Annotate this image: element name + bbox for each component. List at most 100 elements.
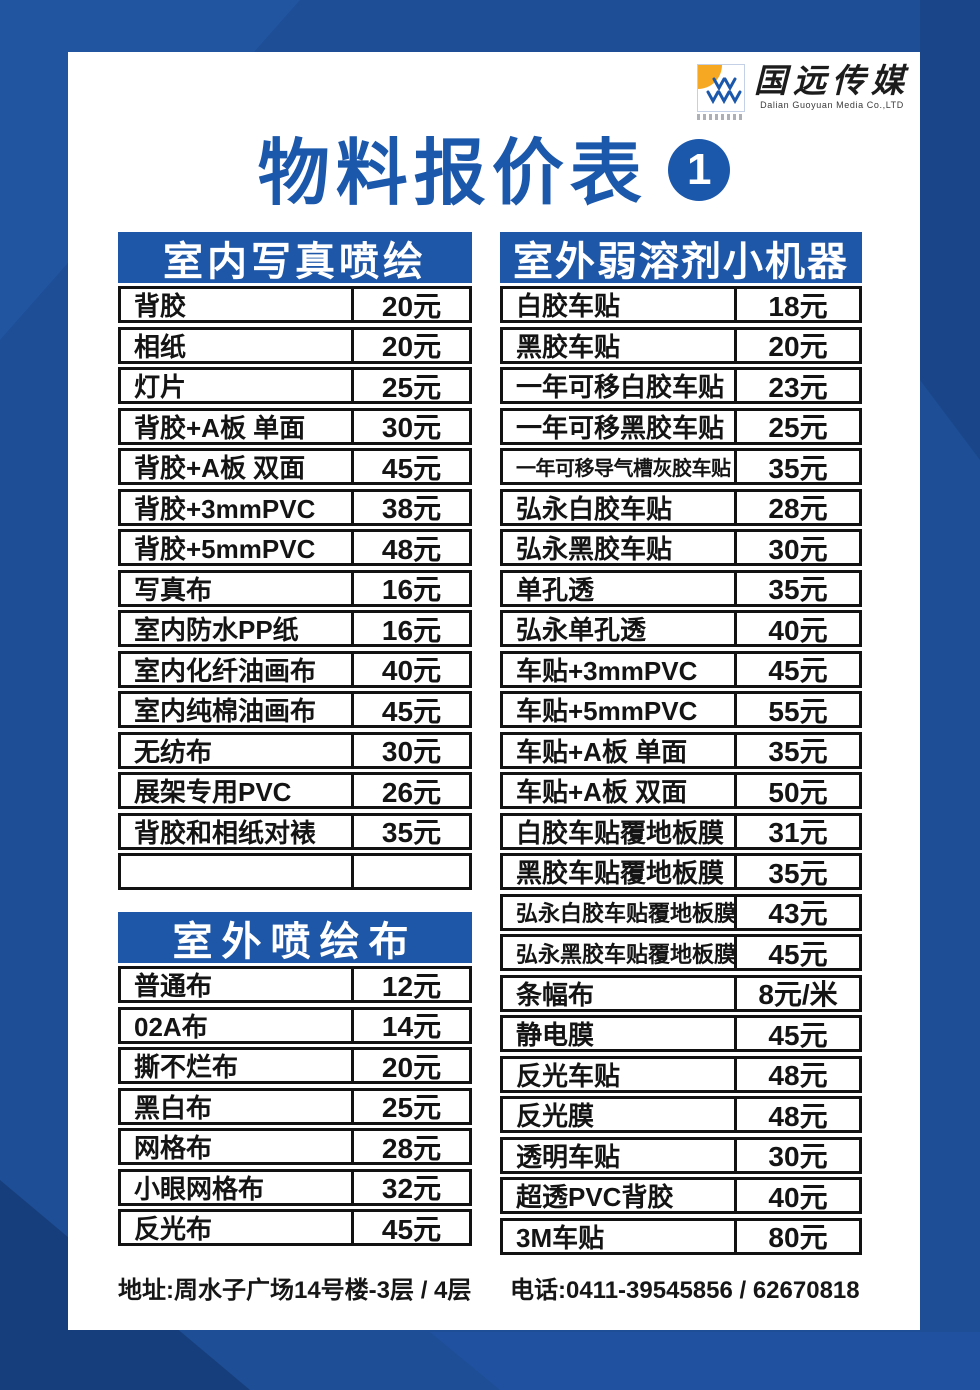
address-text: 地址:周水子广场14号楼-3层 / 4层 bbox=[118, 1277, 472, 1304]
vvv-logo-icon bbox=[697, 64, 745, 112]
item-cell: 车贴+5mmPVC bbox=[503, 694, 737, 725]
table-row: 一年可移白胶车贴 23元 bbox=[500, 367, 862, 404]
table-row: 背胶+A板 单面 30元 bbox=[118, 407, 472, 445]
item-cell: 灯片 bbox=[121, 370, 354, 401]
table-row: 一年可移导气槽灰胶车贴 35元 bbox=[500, 448, 862, 485]
price-cell: 45元 bbox=[768, 655, 828, 686]
price-cell: 38元 bbox=[381, 493, 442, 524]
table-row: 黑胶车贴 20元 bbox=[500, 326, 862, 364]
table-row: 黑白布 25元 bbox=[118, 1087, 472, 1125]
item-cell: 撕不烂布 bbox=[121, 1050, 354, 1081]
indoor-table-header: 室内写真喷绘 bbox=[118, 232, 472, 284]
item-cell: 白胶车贴 bbox=[503, 289, 737, 320]
item-cell: 黑胶车贴覆地板膜 bbox=[503, 856, 737, 887]
price-cell: 30元 bbox=[381, 412, 442, 443]
table-row: 普通布 12元 bbox=[118, 966, 472, 1003]
price-cell: 30元 bbox=[768, 533, 828, 565]
price-cell: 20元 bbox=[381, 290, 442, 322]
item-cell: 无纺布 bbox=[121, 734, 354, 766]
table-row: 背胶+5mmPVC 48元 bbox=[118, 529, 472, 566]
item-cell: 弘永白胶车贴覆地板膜 bbox=[503, 896, 737, 928]
price-cell: 20元 bbox=[768, 331, 828, 362]
table-row: 黑胶车贴覆地板膜 35元 bbox=[500, 853, 862, 890]
table-row: 02A布 14元 bbox=[118, 1006, 472, 1044]
table-row: 反光膜 48元 bbox=[500, 1096, 862, 1133]
table-row: 展架专用PVC 26元 bbox=[118, 772, 472, 809]
price-cell: 25元 bbox=[381, 1092, 442, 1123]
price-cell: 35元 bbox=[768, 452, 828, 484]
item-cell: 网格布 bbox=[121, 1131, 354, 1162]
price-cell: 35元 bbox=[381, 817, 442, 848]
item-cell: 普通布 bbox=[121, 969, 354, 1000]
item-cell: 背胶+3mmPVC bbox=[121, 491, 354, 523]
logo-mark-block bbox=[697, 64, 745, 120]
price-cell: 16元 bbox=[381, 574, 442, 605]
item-cell: 背胶+5mmPVC bbox=[121, 532, 354, 563]
item-cell: 背胶和相纸对裱 bbox=[121, 815, 354, 847]
item-cell: 白胶车贴覆地板膜 bbox=[503, 815, 737, 847]
price-cell: 30元 bbox=[381, 736, 442, 767]
item-cell: 室内防水PP纸 bbox=[121, 613, 354, 644]
price-cell: 35元 bbox=[768, 857, 828, 889]
table-row: 车贴+A板 双面 50元 bbox=[500, 772, 862, 809]
table-row: 一年可移黑胶车贴 25元 bbox=[500, 407, 862, 445]
item-cell: 一年可移黑胶车贴 bbox=[503, 410, 737, 442]
indoor-print-table: 室内写真喷绘 背胶 20元 相纸 20元 灯片 25元 背胶+A板 单面 30元 背胶+A板 双… bbox=[118, 232, 472, 894]
table-row: 超透PVC背胶 40元 bbox=[500, 1177, 862, 1214]
price-cell: 43元 bbox=[768, 898, 828, 929]
table-row: 白胶车贴 18元 bbox=[500, 286, 862, 323]
item-cell: 展架专用PVC bbox=[121, 775, 354, 806]
price-cell: 48元 bbox=[381, 533, 442, 565]
table-row: 3M车贴 80元 bbox=[500, 1217, 862, 1255]
outdoor-cloth-table-body: 普通布 12元 02A布 14元 撕不烂布 20元 黑白布 25元 网格布 28元 小眼网格布 32元… bbox=[118, 966, 472, 1246]
brand-name-en: Dalian Guoyuan Media Co.,LTD bbox=[760, 100, 904, 110]
price-cell: 25元 bbox=[768, 412, 828, 443]
item-cell: 小眼网格布 bbox=[121, 1171, 354, 1203]
table-row: 背胶和相纸对裱 35元 bbox=[118, 812, 472, 850]
price-cell bbox=[354, 856, 469, 887]
solvent-machine-table: 室外弱溶剂小机器 白胶车贴 18元 黑胶车贴 20元 一年可移白胶车贴 23元 一年可移黑胶… bbox=[500, 232, 862, 1258]
table-row: 反光布 45元 bbox=[118, 1209, 472, 1246]
price-cell: 40元 bbox=[768, 614, 828, 646]
item-cell: 黑白布 bbox=[121, 1090, 354, 1122]
table-row: 无纺布 30元 bbox=[118, 731, 472, 769]
table-row: 室内纯棉油画布 45元 bbox=[118, 691, 472, 728]
table-row: 背胶+3mmPVC 38元 bbox=[118, 488, 472, 526]
price-cell: 45元 bbox=[768, 1019, 828, 1051]
table-row: 白胶车贴覆地板膜 31元 bbox=[500, 812, 862, 850]
table-row: 车贴+A板 单面 35元 bbox=[500, 731, 862, 769]
price-cell: 14元 bbox=[381, 1011, 442, 1042]
outdoor-cloth-table-header: 室外喷绘布 bbox=[118, 912, 472, 964]
price-cell: 35元 bbox=[768, 736, 828, 767]
item-cell: 背胶 bbox=[121, 289, 354, 320]
price-cell: 35元 bbox=[768, 574, 828, 605]
item-cell: 车贴+A板 双面 bbox=[503, 775, 737, 806]
item-cell: 弘永白胶车贴 bbox=[503, 491, 737, 523]
table-row: 相纸 20元 bbox=[118, 326, 472, 364]
table-row: 透明车贴 30元 bbox=[500, 1136, 862, 1174]
indoor-table-body: 背胶 20元 相纸 20元 灯片 25元 背胶+A板 单面 30元 背胶+A板 双面 45元 背胶+… bbox=[118, 286, 472, 890]
price-cell: 20元 bbox=[381, 1051, 442, 1083]
page-title: 物料报价表 bbox=[257, 134, 648, 214]
price-cell: 28元 bbox=[768, 493, 828, 524]
table-row: 弘永白胶车贴 28元 bbox=[500, 488, 862, 526]
item-cell bbox=[121, 856, 354, 887]
item-cell: 一年可移白胶车贴 bbox=[503, 370, 737, 401]
price-cell: 48元 bbox=[768, 1060, 828, 1091]
price-cell: 23元 bbox=[768, 371, 828, 403]
item-cell: 超透PVC背胶 bbox=[503, 1180, 737, 1211]
table-row: 弘永黑胶车贴 30元 bbox=[500, 529, 862, 566]
price-cell: 20元 bbox=[381, 331, 442, 362]
price-cell: 45元 bbox=[381, 452, 442, 484]
price-cell: 28元 bbox=[381, 1132, 442, 1164]
item-cell: 车贴+3mmPVC bbox=[503, 653, 737, 685]
logo-tagline-strip bbox=[697, 114, 745, 120]
item-cell: 02A布 bbox=[121, 1009, 354, 1041]
logo-text-block: 国远传媒 Dalian Guoyuan Media Co.,LTD bbox=[754, 62, 910, 111]
brand-name-cn: 国远传媒 bbox=[754, 62, 910, 99]
table-row: 灯片 25元 bbox=[118, 367, 472, 404]
number-one-badge: 1 bbox=[668, 138, 731, 201]
title-row: 物料报价表 1 bbox=[68, 114, 920, 219]
price-cell: 55元 bbox=[768, 695, 828, 727]
